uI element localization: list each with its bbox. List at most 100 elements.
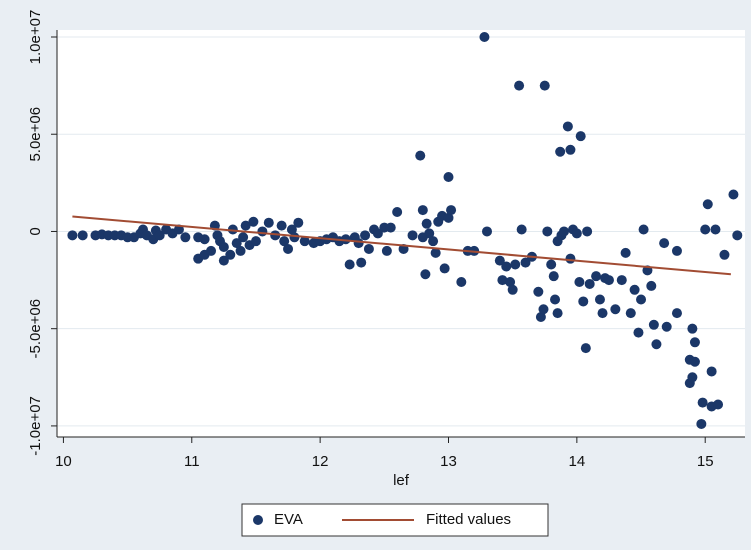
- scatter-point: [638, 224, 649, 235]
- scatter-point: [565, 253, 576, 264]
- scatter-point: [550, 294, 561, 305]
- scatter-point: [697, 397, 708, 408]
- scatter-point: [424, 228, 435, 239]
- legend-marker: [253, 515, 263, 525]
- scatter-point: [603, 275, 614, 286]
- x-tick-label: 14: [569, 453, 586, 470]
- scatter-point: [706, 366, 717, 377]
- scatter-point: [218, 242, 229, 253]
- scatter-point: [700, 224, 711, 235]
- scatter-point: [575, 131, 586, 142]
- scatter-point: [428, 236, 439, 247]
- scatter-point: [661, 321, 672, 332]
- y-tick-label: 0: [27, 227, 44, 235]
- x-tick-label: 15: [697, 453, 714, 470]
- scatter-point: [446, 205, 457, 216]
- scatter-point: [227, 224, 238, 235]
- scatter-point: [555, 146, 566, 157]
- scatter-point: [497, 275, 508, 286]
- scatter-point: [257, 226, 268, 237]
- scatter-point: [225, 249, 236, 260]
- scatter-point: [719, 249, 730, 260]
- y-tick-label: -1.0e+07: [27, 396, 44, 456]
- scatter-point: [514, 80, 525, 91]
- scatter-point: [591, 271, 602, 282]
- scatter-point: [574, 277, 585, 288]
- scatter-point: [421, 218, 432, 229]
- scatter-point: [584, 278, 595, 289]
- y-tick-label: -5.0e+06: [27, 299, 44, 359]
- scatter-point: [687, 323, 698, 334]
- scatter-point: [417, 205, 428, 216]
- scatter-point: [279, 236, 290, 247]
- scatter-point: [356, 257, 367, 268]
- scatter-point: [494, 255, 505, 266]
- scatter-point: [687, 372, 698, 383]
- scatter-point: [696, 418, 707, 429]
- scatter-point: [510, 259, 521, 270]
- scatter-point: [546, 259, 557, 270]
- x-tick-label: 10: [55, 453, 72, 470]
- scatter-point: [479, 32, 490, 43]
- scatter-point: [381, 245, 392, 256]
- scatter-point: [565, 144, 576, 155]
- scatter-point: [610, 304, 621, 315]
- scatter-point: [415, 150, 426, 161]
- scatter-point: [538, 304, 549, 315]
- scatter-point: [482, 226, 492, 237]
- scatter-point: [671, 245, 682, 256]
- scatter-point: [520, 257, 531, 268]
- scatter-point: [248, 216, 259, 227]
- scatter-point: [340, 234, 351, 245]
- scatter-point: [559, 226, 570, 237]
- scatter-point: [629, 284, 640, 295]
- x-tick-label: 13: [440, 453, 457, 470]
- scatter-point: [430, 247, 441, 258]
- scatter-point: [250, 236, 261, 247]
- scatter-point: [263, 217, 274, 228]
- scatter-point: [360, 230, 371, 241]
- scatter-point: [363, 243, 374, 254]
- scatter-point: [77, 230, 88, 241]
- scatter-point: [671, 308, 682, 319]
- scatter-point: [542, 226, 553, 237]
- scatter-point: [533, 286, 544, 297]
- scatter-point: [710, 224, 721, 235]
- scatter-point: [648, 319, 659, 330]
- scatter-point: [293, 217, 304, 228]
- scatter-point: [594, 294, 605, 305]
- scatter-point: [231, 238, 242, 249]
- scatter-point: [728, 189, 739, 200]
- scatter-point: [689, 356, 700, 367]
- scatter-point: [283, 243, 294, 254]
- scatter-point: [456, 277, 467, 288]
- scatter-point: [625, 308, 636, 319]
- scatter-point: [276, 220, 287, 231]
- fitted-line: [72, 215, 731, 276]
- scatter-point: [552, 308, 563, 319]
- scatter-point: [651, 339, 662, 350]
- legend-label: Fitted values: [426, 511, 511, 528]
- scatter-point: [505, 277, 516, 288]
- scatter-point: [443, 172, 454, 183]
- scatter-point: [633, 327, 644, 338]
- scatter-point: [344, 259, 355, 270]
- x-tick-label: 11: [184, 453, 200, 470]
- scatter-point: [154, 230, 165, 241]
- scatter-point: [238, 232, 249, 243]
- scatter-point: [535, 312, 546, 323]
- scatter-point: [439, 263, 450, 274]
- scatter-point: [407, 230, 418, 241]
- scatter-point: [689, 337, 700, 348]
- scatter-point: [443, 212, 454, 223]
- scatter-point: [240, 220, 251, 231]
- scatter-point: [206, 245, 217, 256]
- scatter-point: [372, 228, 383, 239]
- legend-label: EVA: [274, 511, 303, 528]
- scatter-point: [636, 294, 647, 305]
- scatter-point: [659, 238, 670, 249]
- scatter-point: [218, 255, 229, 266]
- scatter-point: [235, 245, 246, 256]
